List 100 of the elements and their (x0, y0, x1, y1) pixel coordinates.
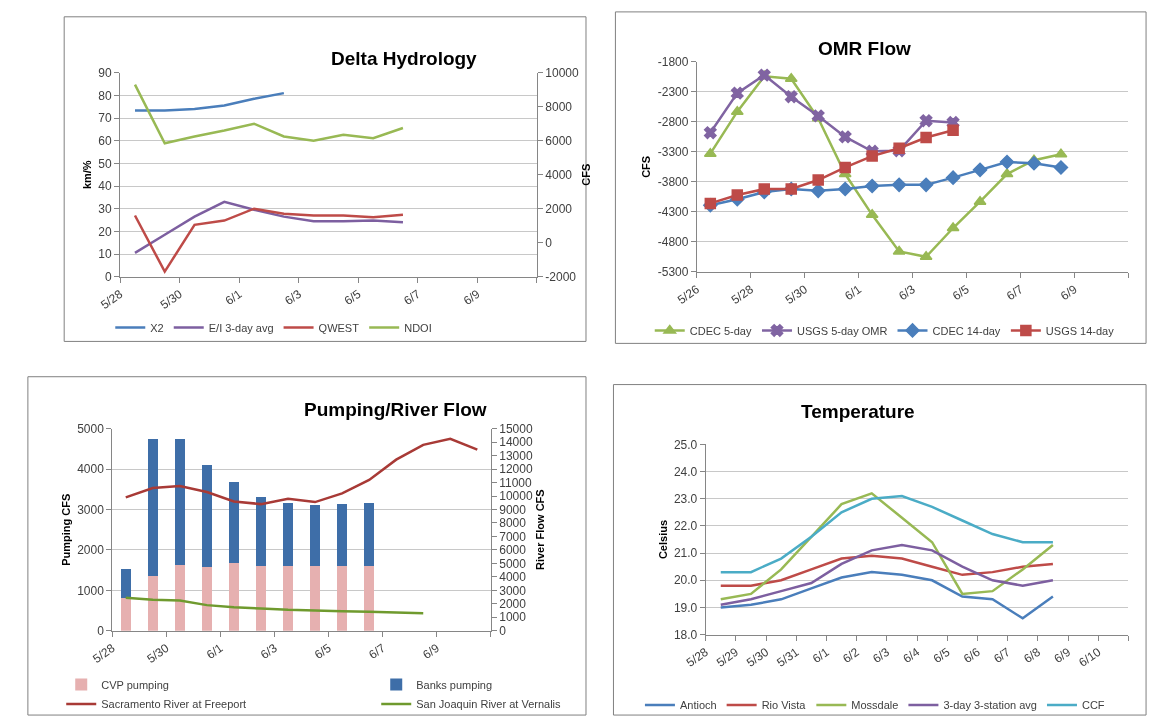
y-tick-label: 2000 (77, 543, 105, 558)
y-tick-label: 40 (98, 179, 112, 194)
x-tick-label: 6/5 (341, 286, 364, 309)
y2-tick-label: 4000 (545, 167, 573, 182)
y-tick-label: -2300 (657, 85, 689, 100)
y-tick-label: 30 (98, 201, 112, 216)
x-tick-label: 6/10 (1076, 644, 1104, 670)
y2-tick-label: 14000 (499, 435, 533, 450)
legend-label: E/I 3-day avg (208, 321, 274, 334)
y2-tick-label: 2000 (499, 596, 527, 611)
y2-tick-label: 10000 (499, 489, 533, 504)
y2-tick-label: 2000 (545, 201, 573, 216)
chart-title: Delta Hydrology (331, 48, 478, 69)
x-tick-label: 6/7 (401, 286, 424, 309)
y2-tick-label: 1000 (499, 610, 527, 625)
y2-tick-label: 11000 (499, 475, 533, 490)
y2-tick-label: 7000 (499, 529, 527, 544)
x-tick-label: 6/5 (950, 281, 972, 304)
x-tick-label: 6/4 (900, 644, 923, 666)
y2-axis-title: River Flow CFS (534, 489, 547, 571)
legend-label: NDOI (404, 321, 432, 334)
x-tick-label: 5/26 (674, 281, 703, 307)
y-tick-label: -4800 (657, 235, 689, 250)
y-tick-label: 20.0 (673, 573, 698, 588)
x-tick-label: 6/9 (1057, 281, 1080, 304)
y-tick-label: 22.0 (673, 519, 698, 534)
legend-label: Sacramento River at Freeport (101, 698, 247, 711)
legend-label: CDEC 5-day (689, 324, 752, 337)
x-tick-label: 5/29 (713, 644, 742, 670)
legend-label: Mossdale (851, 699, 899, 712)
x-tick-label: 6/1 (842, 281, 865, 304)
y-tick-label: 1000 (77, 583, 105, 598)
x-tick-label: 6/8 (1021, 644, 1044, 666)
y2-tick-label: 8000 (545, 99, 573, 114)
y2-tick-label: 9000 (499, 502, 527, 517)
x-tick-label: 6/1 (809, 644, 832, 666)
legend-label: Banks pumping (416, 678, 493, 691)
chart-title: Pumping/River Flow (304, 399, 487, 420)
x-tick-label: 6/3 (257, 640, 280, 663)
y2-tick-label: 5000 (499, 556, 527, 571)
y-tick-label: 18.0 (673, 627, 698, 642)
y2-tick-label: 6000 (499, 543, 527, 558)
y-axis-title: Celsius (656, 519, 669, 560)
legend-label: CDEC 14-day (932, 324, 1001, 337)
legend-label: USGS 5-day OMR (796, 324, 888, 337)
y2-axis-title: CFS (580, 163, 593, 186)
x-tick-label: 5/30 (157, 286, 186, 312)
y-tick-label: 23.0 (673, 491, 698, 506)
x-tick-label: 6/7 (1003, 281, 1026, 304)
legend-label: Rio Vista (761, 699, 807, 712)
y-tick-label: 80 (98, 88, 112, 103)
x-tick-label: 5/28 (98, 286, 126, 312)
x-tick-label: 6/5 (930, 644, 953, 666)
y-tick-label: 10 (98, 247, 112, 262)
y-tick-label: 0 (97, 623, 105, 638)
y-tick-label: -1800 (657, 55, 689, 70)
y-tick-label: 90 (98, 65, 112, 80)
x-tick-label: 6/6 (960, 644, 983, 666)
y-tick-label: 0 (105, 269, 112, 284)
y2-tick-label: 8000 (499, 516, 527, 531)
x-tick-label: 5/28 (683, 644, 712, 670)
y-tick-label: -3300 (657, 145, 689, 160)
legend-label: CCF (1081, 699, 1105, 712)
y2-tick-label: -2000 (545, 269, 577, 284)
y-tick-label: 50 (98, 156, 112, 171)
y-axis-title: Pumping CFS (59, 493, 72, 566)
y2-tick-label: 10000 (545, 65, 580, 80)
x-tick-label: 6/9 (460, 286, 483, 309)
y2-tick-label: 6000 (545, 133, 573, 148)
legend-label: USGS 14-day (1045, 324, 1115, 337)
chart-title: OMR Flow (818, 38, 912, 59)
y-tick-label: 24.0 (673, 464, 698, 479)
y-tick-label: 25.0 (673, 437, 698, 452)
x-tick-label: 6/1 (222, 286, 245, 309)
y-axis-title: CFS (640, 155, 653, 178)
x-tick-label: 5/30 (144, 640, 172, 666)
y-tick-label: 5000 (77, 421, 105, 436)
y2-tick-label: 0 (499, 623, 507, 638)
legend-label: San Joaquin River at Vernalis (416, 698, 562, 711)
y2-tick-label: 12000 (499, 462, 533, 477)
x-tick-label: 6/3 (896, 281, 919, 304)
x-tick-label: 6/5 (312, 640, 335, 663)
y2-tick-label: 13000 (499, 448, 533, 463)
y-tick-label: 70 (98, 111, 112, 126)
y-tick-label: 4000 (77, 462, 105, 477)
y-tick-label: 20 (98, 224, 112, 239)
legend-label: X2 (150, 321, 164, 334)
legend-label: CVP pumping (101, 678, 169, 691)
legend-label: Antioch (679, 699, 717, 712)
y-tick-label: 60 (98, 133, 112, 148)
x-tick-label: 5/30 (782, 281, 811, 307)
x-tick-label: 6/9 (420, 640, 443, 663)
x-tick-label: 5/31 (774, 644, 802, 670)
y-tick-label: 21.0 (673, 546, 698, 561)
x-tick-label: 6/2 (840, 644, 863, 666)
y2-tick-label: 3000 (499, 583, 527, 598)
x-tick-label: 6/3 (870, 644, 893, 666)
x-tick-label: 5/28 (728, 281, 757, 307)
x-tick-label: 6/7 (991, 644, 1014, 666)
y-tick-label: -3800 (657, 175, 689, 190)
